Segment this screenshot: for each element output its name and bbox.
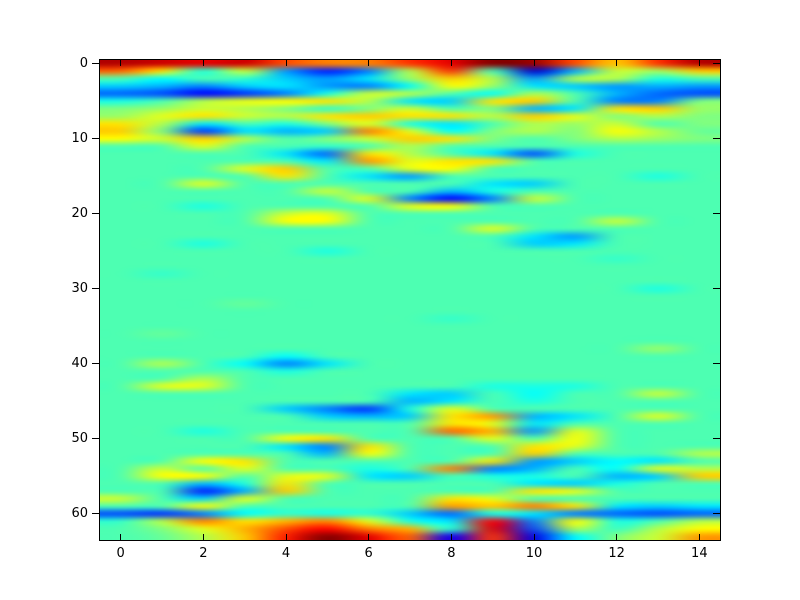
x-tick-label: 0 [116,546,125,561]
y-tick-label: 30 [71,280,88,296]
x-tick-mark [450,534,452,540]
y-tick-mark [713,213,720,215]
y-tick-mark [92,213,99,215]
x-tick-mark [120,60,122,66]
y-tick-label: 20 [71,205,88,221]
x-tick-mark [533,60,535,66]
heatmap-canvas [100,60,720,540]
x-tick-mark [368,534,370,540]
x-tick-label: 10 [525,546,543,561]
x-tick-mark [698,534,700,540]
x-tick-mark [698,60,700,66]
x-tick-mark [285,60,287,66]
y-tick-mark [713,138,720,140]
y-tick-mark [713,63,720,65]
y-tick-mark [92,363,99,365]
x-tick-label: 8 [447,546,456,561]
y-tick-mark [92,138,99,140]
y-tick-mark [92,63,99,65]
y-tick-mark [92,438,99,440]
y-tick-label: 10 [71,130,88,146]
x-tick-label: 2 [199,546,208,561]
x-tick-mark [120,534,122,540]
y-tick-label: 0 [79,55,88,71]
y-tick-label: 50 [71,430,88,446]
y-tick-mark [713,363,720,365]
y-tick-mark [92,513,99,515]
y-tick-mark [713,438,720,440]
x-tick-mark [202,60,204,66]
axes-area: 0 2 4 6 8 10 12 14 0 10 20 30 40 50 60 [71,56,721,561]
y-tick-label: 40 [71,355,88,371]
y-tick-mark [713,288,720,290]
x-tick-mark [616,60,618,66]
x-tick-label: 6 [364,546,373,561]
y-tick-mark [92,288,99,290]
y-tick-mark [713,513,720,515]
y-tick-label: 60 [71,505,88,521]
x-tick-mark [368,60,370,66]
x-tick-label: 12 [608,546,625,561]
x-tick-label: 4 [281,546,291,561]
x-tick-mark [450,60,452,66]
x-tick-mark [616,534,618,540]
x-tick-mark [285,534,287,540]
x-tick-label: 14 [691,546,708,561]
x-tick-mark [533,534,535,540]
x-tick-mark [202,534,204,540]
